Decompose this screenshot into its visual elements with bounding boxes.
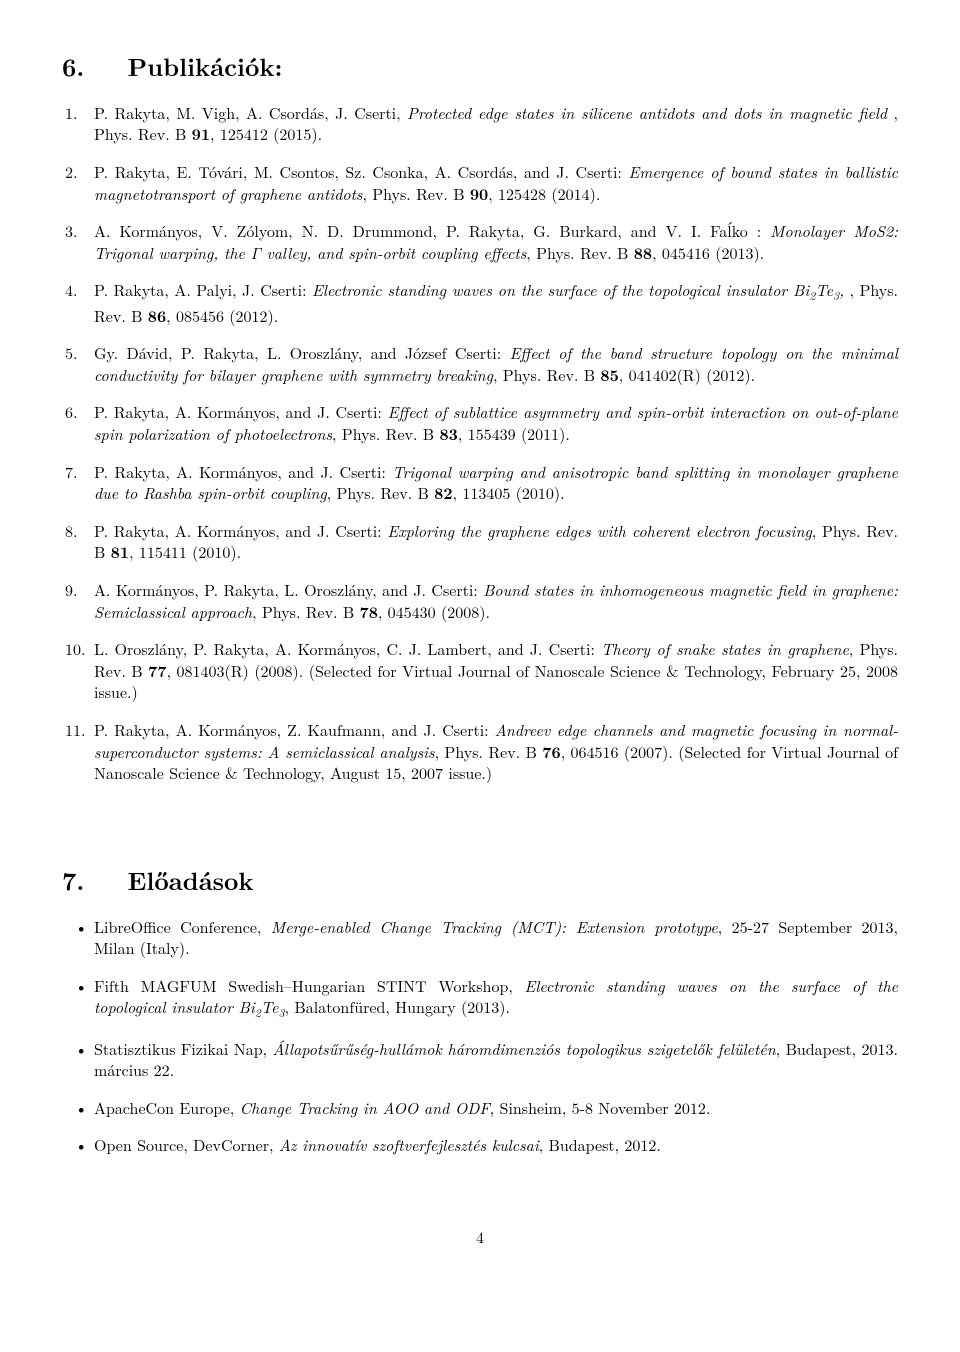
pub-title: Theory of snake states in graphene xyxy=(601,637,849,660)
pub-tail: , Phys. Rev. B xyxy=(493,363,600,386)
pub-ref: , 045416 (2013). xyxy=(652,241,764,264)
pub-volume: 85 xyxy=(600,363,618,386)
pub-volume: 90 xyxy=(470,182,488,205)
pub-authors: P. Rakyta, A. Kormányos, and J. Cserti: xyxy=(94,460,392,483)
publication-item: A. Kormányos, P. Rakyta, L. Oroszlány, a… xyxy=(62,579,898,622)
pub-volume: 78 xyxy=(360,600,378,623)
pub-title: Protected edge states in silicene antido… xyxy=(407,101,887,124)
pub-ref: , 081403(R) (2008). (Selected for Virtua… xyxy=(94,659,898,704)
pub-ref: , 115411 (2010). xyxy=(129,540,241,563)
pub-ref: , 085456 (2012). xyxy=(166,304,278,327)
pub-tail: , Phys. Rev. B xyxy=(435,740,543,763)
talk-pre: Statisztikus Fizikai Nap, xyxy=(94,1037,272,1060)
page-number: 4 xyxy=(62,1226,898,1248)
publication-item: P. Rakyta, M. Vigh, A. Csordás, J. Csert… xyxy=(62,102,898,145)
talk-pre: ApacheCon Europe, xyxy=(94,1096,240,1119)
pub-tail: , Phys. Rev. B xyxy=(327,481,434,504)
pub-authors: L. Oroszlány, P. Rakyta, A. Kormányos, C… xyxy=(94,637,601,660)
publication-item: P. Rakyta, A. Palyi, J. Cserti: Electron… xyxy=(62,279,898,326)
pub-authors: P. Rakyta, E. Tóvári, M. Csontos, Sz. Cs… xyxy=(94,160,628,183)
section-title: Publikációk: xyxy=(128,49,283,84)
publication-item: P. Rakyta, A. Kormányos, and J. Cserti: … xyxy=(62,401,898,444)
publication-item: P. Rakyta, A. Kormányos, and J. Cserti: … xyxy=(62,520,898,563)
pub-volume: 86 xyxy=(148,304,166,327)
pub-authors: P. Rakyta, A. Palyi, J. Cserti: xyxy=(94,278,312,301)
pub-title: Exploring the graphene edges with cohere… xyxy=(387,519,812,542)
talk-pre: Fifth MAGFUM Swedish–Hungarian STINT Wor… xyxy=(94,974,524,997)
pub-volume: 81 xyxy=(111,540,129,563)
pub-ref: , 113405 (2010). xyxy=(453,481,565,504)
talk-post: , Balatonfüred, Hungary (2013). xyxy=(285,995,510,1018)
publication-item: P. Rakyta, A. Kormányos, and J. Cserti: … xyxy=(62,461,898,504)
pub-volume: 83 xyxy=(439,422,457,445)
talk-pre: Open Source, DevCorner, xyxy=(94,1133,279,1156)
pub-ref: , 045430 (2008). xyxy=(378,600,490,623)
section-title: Előadások xyxy=(128,863,254,898)
talk-title: Change Tracking in AOO and ODF xyxy=(240,1096,490,1119)
pub-authors: P. Rakyta, A. Kormányos, Z. Kaufmann, an… xyxy=(94,718,495,741)
pub-volume: 88 xyxy=(634,241,652,264)
section-heading-publications: 6. Publikációk: xyxy=(62,50,898,84)
talk-title: Állapotsűrűség-hullámok háromdimenziós t… xyxy=(272,1037,775,1060)
talk-title: Az innovatív szoftverfejlesztés kulcsai xyxy=(279,1133,539,1156)
publication-item: A. Kormányos, V. Zólyom, N. D. Drummond,… xyxy=(62,220,898,263)
pub-title: Electronic standing waves on the surface… xyxy=(312,278,844,301)
publication-item: Gy. Dávid, P. Rakyta, L. Oroszlány, and … xyxy=(62,342,898,385)
publication-item: P. Rakyta, E. Tóvári, M. Csontos, Sz. Cs… xyxy=(62,161,898,204)
publications-list: P. Rakyta, M. Vigh, A. Csordás, J. Csert… xyxy=(62,102,898,784)
pub-authors: Gy. Dávid, P. Rakyta, L. Oroszlány, and … xyxy=(94,341,510,364)
talk-item: ApacheCon Europe, Change Tracking in AOO… xyxy=(62,1097,898,1119)
pub-authors: P. Rakyta, A. Kormányos, and J. Cserti: xyxy=(94,519,387,542)
pub-authors: P. Rakyta, A. Kormányos, and J. Cserti: xyxy=(94,400,388,423)
pub-ref: , 125412 (2015). xyxy=(210,122,322,145)
talk-item: Fifth MAGFUM Swedish–Hungarian STINT Wor… xyxy=(62,975,898,1022)
pub-tail: , Phys. Rev. B xyxy=(362,182,469,205)
pub-tail: , Phys. Rev. B xyxy=(332,422,439,445)
section-number: 7. xyxy=(62,863,84,898)
pub-authors: A. Kormányos, P. Rakyta, L. Oroszlány, a… xyxy=(94,578,483,601)
pub-authors: P. Rakyta, M. Vigh, A. Csordás, J. Csert… xyxy=(94,101,401,124)
pub-tail: , Phys. Rev. B xyxy=(526,241,633,264)
pub-ref: , 155439 (2011). xyxy=(458,422,570,445)
talk-post: , Budapest, 2012. xyxy=(539,1133,661,1156)
publication-item: L. Oroszlány, P. Rakyta, A. Kormányos, C… xyxy=(62,638,898,703)
pub-volume: 91 xyxy=(192,122,210,145)
pub-ref: , 125428 (2014). xyxy=(488,182,600,205)
talk-pre: LibreOffice Conference, xyxy=(94,915,271,938)
publication-item: P. Rakyta, A. Kormányos, Z. Kaufmann, an… xyxy=(62,719,898,784)
pub-volume: 82 xyxy=(434,481,452,504)
talk-title: Merge-enabled Change Tracking (MCT): Ext… xyxy=(271,915,718,938)
pub-volume: 77 xyxy=(148,659,166,682)
talk-item: Open Source, DevCorner, Az innovatív szo… xyxy=(62,1134,898,1156)
section-number: 6. xyxy=(62,49,84,84)
pub-tail: , Phys. Rev. B xyxy=(252,600,359,623)
pub-ref: , 041402(R) (2012). xyxy=(619,363,755,386)
talk-post: , Sinsheim, 5-8 November 2012. xyxy=(490,1096,711,1119)
talk-item: LibreOffice Conference, Merge-enabled Ch… xyxy=(62,916,898,959)
talks-list: LibreOffice Conference, Merge-enabled Ch… xyxy=(62,916,898,1157)
pub-volume: 76 xyxy=(542,740,560,763)
pub-authors: A. Kormányos, V. Zólyom, N. D. Drummond,… xyxy=(94,219,770,242)
talk-item: Statisztikus Fizikai Nap, Állapotsűrűség… xyxy=(62,1038,898,1081)
section-heading-talks: 7. Előadások xyxy=(62,864,898,898)
